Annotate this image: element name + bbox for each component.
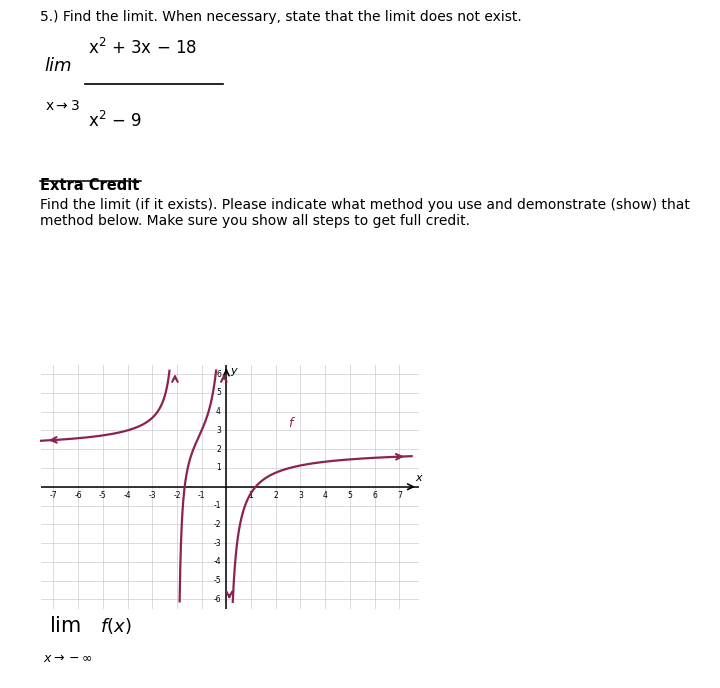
Text: 3: 3 — [298, 491, 303, 500]
Text: 1: 1 — [216, 464, 221, 473]
Text: lim: lim — [45, 57, 72, 75]
Text: -7: -7 — [50, 491, 57, 500]
Text: x$^2$ + 3x $-$ 18: x$^2$ + 3x $-$ 18 — [88, 38, 197, 58]
Text: -5: -5 — [213, 576, 221, 585]
Text: 2: 2 — [216, 444, 221, 453]
Text: -4: -4 — [213, 557, 221, 566]
Text: -2: -2 — [174, 491, 181, 500]
Text: $f(x)$: $f(x)$ — [99, 616, 131, 636]
Text: -4: -4 — [124, 491, 131, 500]
Text: 2: 2 — [274, 491, 278, 500]
Text: -2: -2 — [213, 520, 221, 529]
Text: 7: 7 — [397, 491, 402, 500]
Text: -3: -3 — [148, 491, 156, 500]
Text: -5: -5 — [99, 491, 107, 500]
Text: 6: 6 — [216, 369, 221, 378]
Text: 5: 5 — [348, 491, 352, 500]
Text: 1: 1 — [248, 491, 253, 500]
Text: 4: 4 — [323, 491, 328, 500]
Text: x: x — [415, 473, 422, 484]
Text: x$^2$ $-$ 9: x$^2$ $-$ 9 — [88, 111, 142, 131]
Text: x$\rightarrow$3: x$\rightarrow$3 — [45, 98, 80, 113]
Text: $x \to -\infty$: $x \to -\infty$ — [43, 652, 92, 665]
Text: y: y — [231, 366, 238, 376]
Text: -1: -1 — [213, 501, 221, 510]
Text: Extra Credit: Extra Credit — [40, 178, 139, 193]
Text: -6: -6 — [213, 595, 221, 604]
Text: -6: -6 — [74, 491, 82, 500]
Text: 5.) Find the limit. When necessary, state that the limit does not exist.: 5.) Find the limit. When necessary, stat… — [40, 10, 521, 24]
Text: -1: -1 — [198, 491, 205, 500]
Text: Find the limit (if it exists). Please indicate what method you use and demonstra: Find the limit (if it exists). Please in… — [40, 198, 690, 228]
Text: $\lim$: $\lim$ — [49, 616, 81, 636]
Text: 5: 5 — [216, 388, 221, 398]
Text: 4: 4 — [216, 407, 221, 416]
Text: 6: 6 — [372, 491, 377, 500]
Text: $f$: $f$ — [288, 416, 296, 429]
Text: 3: 3 — [216, 426, 221, 435]
Text: -3: -3 — [213, 539, 221, 548]
